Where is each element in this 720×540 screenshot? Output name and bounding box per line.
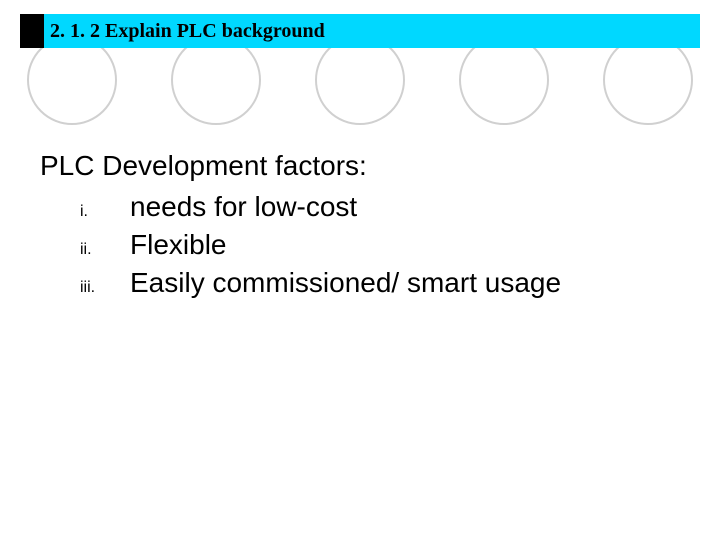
list-item: ii. Flexible [80,226,680,264]
circle-decoration [27,35,117,125]
list-item-text: needs for low-cost [130,188,357,226]
circle-decoration [315,35,405,125]
slide-content: PLC Development factors: i. needs for lo… [40,150,680,301]
content-heading: PLC Development factors: [40,150,680,182]
title-accent-block [20,14,44,48]
list-item: iii. Easily commissioned/ smart usage [80,264,680,302]
circle-decoration [171,35,261,125]
list-marker: ii. [80,239,130,261]
title-background: 2. 1. 2 Explain PLC background [44,14,700,48]
circle-decoration [603,35,693,125]
slide-title-bar: 2. 1. 2 Explain PLC background [20,14,700,48]
list-item-text: Flexible [130,226,226,264]
factors-list: i. needs for low-cost ii. Flexible iii. … [40,188,680,301]
list-item-text: Easily commissioned/ smart usage [130,264,561,302]
list-marker: i. [80,201,130,223]
list-item: i. needs for low-cost [80,188,680,226]
list-marker: iii. [80,277,130,299]
slide-title: 2. 1. 2 Explain PLC background [50,20,325,43]
circle-decoration [459,35,549,125]
